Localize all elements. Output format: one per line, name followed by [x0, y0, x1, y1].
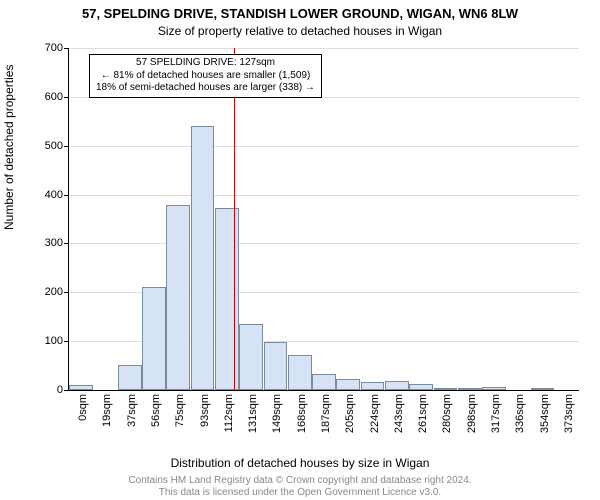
- histogram-bar: [288, 355, 312, 390]
- x-tick-label: 373sqm: [563, 394, 575, 433]
- footer-line2: This data is licensed under the Open Gov…: [0, 487, 600, 498]
- x-tick-label: 75sqm: [174, 394, 186, 427]
- histogram-bar: [458, 388, 482, 390]
- info-box: 57 SPELDING DRIVE: 127sqm ← 81% of detac…: [89, 54, 322, 98]
- histogram-bar: [166, 205, 190, 390]
- x-tick-label: 298sqm: [466, 394, 478, 433]
- x-tick-label: 336sqm: [514, 394, 526, 433]
- x-tick-label: 93sqm: [199, 394, 211, 427]
- x-tick-label: 224sqm: [369, 394, 381, 433]
- histogram-bar: [361, 382, 385, 390]
- x-tick-label: 187sqm: [320, 394, 332, 433]
- plot-area: 01002003004005006007000sqm19sqm37sqm56sq…: [68, 48, 579, 391]
- x-tick-label: 112sqm: [223, 394, 235, 432]
- x-tick-label: 205sqm: [344, 394, 356, 433]
- x-tick-label: 317sqm: [490, 394, 502, 433]
- x-tick-label: 56sqm: [150, 394, 162, 427]
- reference-line: [234, 48, 235, 390]
- y-tick-label: 400: [45, 189, 63, 201]
- grid-line: [69, 195, 579, 196]
- info-box-line1: 57 SPELDING DRIVE: 127sqm: [96, 57, 315, 70]
- y-tick-label: 500: [45, 140, 63, 152]
- footer-line1: Contains HM Land Registry data © Crown c…: [0, 475, 600, 486]
- x-tick-label: 354sqm: [539, 394, 551, 433]
- y-tick-label: 300: [45, 237, 63, 249]
- y-tick-mark: [64, 146, 69, 147]
- grid-line: [69, 48, 579, 49]
- x-tick-label: 37sqm: [126, 394, 138, 427]
- y-tick-label: 100: [45, 335, 63, 347]
- histogram-bar: [531, 388, 555, 390]
- grid-line: [69, 243, 579, 244]
- histogram-bar: [312, 374, 336, 390]
- histogram-bar: [264, 342, 288, 390]
- histogram-bar: [385, 381, 409, 390]
- chart-container: 57, SPELDING DRIVE, STANDISH LOWER GROUN…: [0, 0, 600, 500]
- y-tick-label: 200: [45, 286, 63, 298]
- x-tick-label: 19sqm: [101, 394, 113, 427]
- chart-title-main: 57, SPELDING DRIVE, STANDISH LOWER GROUN…: [0, 6, 600, 21]
- y-axis-label: Number of detached properties: [2, 65, 16, 230]
- histogram-bar: [434, 388, 458, 390]
- y-tick-mark: [64, 195, 69, 196]
- x-axis-label: Distribution of detached houses by size …: [0, 456, 600, 470]
- histogram-bar: [69, 385, 93, 390]
- histogram-bar: [142, 287, 166, 390]
- histogram-bar: [191, 126, 215, 390]
- y-tick-mark: [64, 97, 69, 98]
- x-tick-label: 131sqm: [247, 394, 259, 433]
- y-tick-label: 600: [45, 91, 63, 103]
- y-tick-label: 0: [57, 384, 63, 396]
- y-tick-mark: [64, 341, 69, 342]
- info-box-line2: ← 81% of detached houses are smaller (1,…: [96, 70, 315, 83]
- y-tick-mark: [64, 292, 69, 293]
- x-tick-label: 0sqm: [77, 394, 89, 421]
- x-tick-label: 149sqm: [271, 394, 283, 433]
- histogram-bar: [482, 387, 506, 390]
- x-tick-label: 280sqm: [441, 394, 453, 433]
- histogram-bar: [118, 365, 142, 390]
- info-box-line3: 18% of semi-detached houses are larger (…: [96, 82, 315, 95]
- x-tick-label: 261sqm: [417, 394, 429, 433]
- y-tick-mark: [64, 243, 69, 244]
- chart-title-sub: Size of property relative to detached ho…: [0, 24, 600, 38]
- grid-line: [69, 146, 579, 147]
- x-tick-label: 168sqm: [296, 394, 308, 433]
- histogram-bar: [336, 379, 360, 390]
- y-tick-mark: [64, 48, 69, 49]
- y-tick-label: 700: [45, 42, 63, 54]
- histogram-bar: [215, 208, 239, 390]
- histogram-bar: [239, 324, 263, 390]
- x-tick-label: 243sqm: [393, 394, 405, 433]
- y-tick-mark: [64, 390, 69, 391]
- histogram-bar: [409, 384, 433, 390]
